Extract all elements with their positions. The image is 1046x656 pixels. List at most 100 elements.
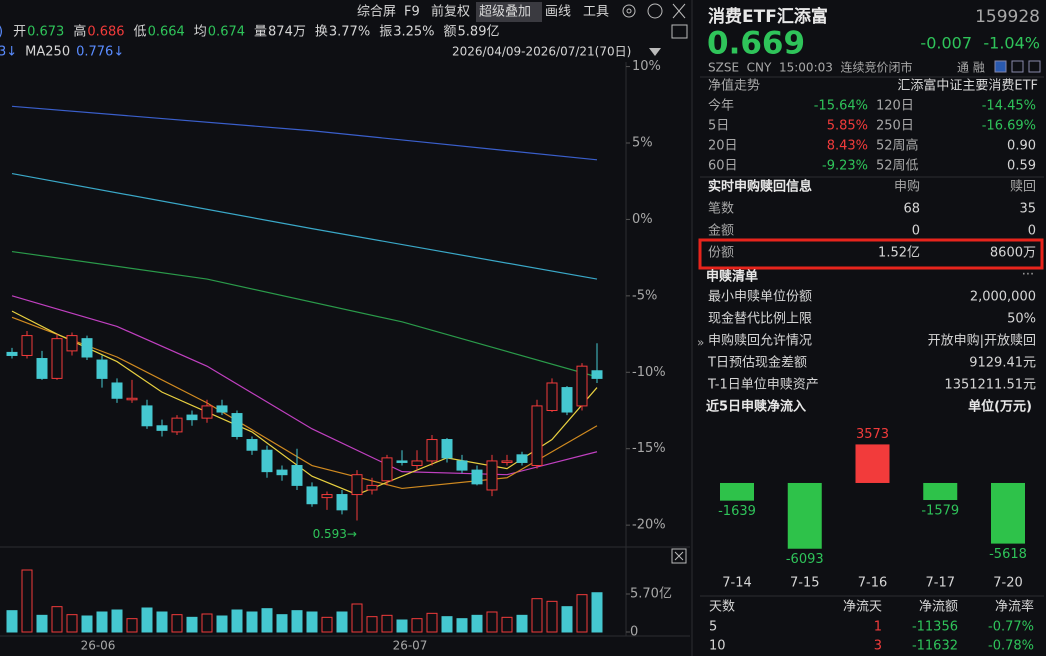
collapse-handle[interactable]: » — [697, 336, 704, 350]
volume-bar — [516, 614, 528, 633]
toolbar-button[interactable]: 超级叠加 — [479, 5, 531, 20]
candle-body — [471, 469, 483, 485]
volume-bar — [156, 611, 168, 633]
y-tick-label: 5.70亿 — [630, 587, 672, 602]
row-label: 笔数 — [708, 201, 734, 217]
row-value: 8.43% — [827, 139, 868, 154]
pane-close-box[interactable] — [671, 548, 687, 564]
toolbar-button[interactable]: 画线 — [545, 5, 571, 20]
wp-icon[interactable] — [671, 24, 688, 39]
row-value: 1.52亿 — [878, 246, 920, 261]
quote-label: 均 — [194, 25, 207, 40]
volume-bar — [441, 616, 453, 633]
table-cell: 10 — [709, 639, 726, 654]
candle-body — [576, 365, 588, 407]
value-label: -1579 — [921, 504, 959, 519]
volume-bar — [381, 614, 393, 633]
date-range[interactable]: 2026/04/09-2026/07/21(70日) — [452, 45, 631, 59]
x-tick-label: 26-07 — [393, 639, 428, 653]
row-value: 0 — [1028, 224, 1036, 239]
tool-icon[interactable] — [994, 60, 1007, 73]
volume-bar — [471, 614, 483, 633]
candle-body — [396, 460, 408, 463]
y-tick-label: 0 — [630, 625, 638, 640]
candle-body — [591, 370, 603, 379]
row-value: 50% — [1007, 312, 1036, 327]
volume-bar — [576, 594, 588, 633]
price-change-pct: -1.04% — [983, 34, 1040, 53]
candle-body — [171, 417, 183, 433]
volume-bar — [126, 618, 138, 633]
toolbar-button[interactable]: 综合屏 — [357, 5, 396, 20]
toolbar-button[interactable]: 工具 — [583, 5, 609, 20]
dropdown-icon[interactable] — [649, 48, 661, 56]
candle-body — [246, 439, 258, 451]
volume-bar — [501, 616, 513, 633]
candle-body — [276, 469, 288, 476]
low-annotation: 0.593→ — [313, 527, 357, 541]
quote-label: 量 — [254, 25, 267, 40]
candle-body — [486, 460, 498, 491]
volume-bar — [366, 616, 378, 633]
candle-body — [261, 449, 273, 473]
volume-bar — [411, 618, 423, 633]
x-tick-label: 7-20 — [993, 576, 1023, 591]
candle-body — [111, 382, 123, 399]
ma-line — [11, 105, 598, 161]
security-name: 消费ETF汇添富 — [708, 6, 828, 27]
volume-bar — [96, 611, 108, 633]
tool-icon[interactable] — [1011, 60, 1024, 73]
candle-body — [291, 465, 303, 486]
candle-body — [156, 425, 168, 431]
candle-body — [51, 338, 63, 379]
table-cell: 5 — [709, 620, 717, 635]
quote-value: 0.686 — [87, 25, 124, 40]
quote-value: 0.674 — [208, 25, 245, 40]
row-value: 1351211.51元 — [944, 378, 1036, 393]
section-title: 申赎清单 — [706, 269, 758, 285]
row-label: 52周高 — [876, 138, 919, 154]
volume-bar — [171, 614, 183, 633]
volume-bar — [351, 603, 363, 633]
volume-bar — [51, 606, 63, 633]
quote-label: 开 — [13, 25, 26, 40]
pane-close-icon[interactable] — [674, 551, 684, 561]
column-header: 净流天 — [843, 600, 882, 615]
y-tick-label: -5% — [632, 288, 657, 303]
candle-body — [366, 484, 378, 491]
value-label: -5618 — [989, 547, 1027, 562]
volume-bar — [201, 613, 213, 633]
row-label: 现金替代比例上限 — [708, 311, 812, 327]
value-label: -1639 — [718, 504, 756, 519]
row-value: 2,000,000 — [970, 290, 1036, 305]
quote-value: 3.77% — [329, 25, 370, 40]
row-value: 开放申购|开放赎回 — [928, 333, 1036, 349]
volume-bar — [546, 600, 558, 633]
y-tick-label: 10% — [632, 59, 661, 74]
quote-label: 换 — [315, 25, 328, 40]
volume-bar — [336, 611, 348, 633]
x-tick-label: 7-16 — [858, 576, 888, 591]
toolbar-button[interactable]: F9 — [404, 5, 420, 20]
toolbar-button[interactable]: 前复权 — [431, 4, 470, 20]
settings-icon-core — [626, 8, 632, 14]
candle-body — [306, 486, 318, 505]
highlight-box — [698, 238, 1044, 270]
settings-icon[interactable] — [622, 4, 636, 18]
y-tick-label: 0% — [632, 212, 653, 227]
volume-bar — [591, 592, 603, 633]
quote-value: 874万 — [268, 25, 306, 40]
candle-body — [6, 351, 18, 356]
tool-icon[interactable] — [1028, 60, 1041, 73]
volume-bar — [396, 619, 408, 633]
row-label: T-1日单位申赎资产 — [707, 378, 819, 393]
help-icon[interactable] — [647, 3, 663, 19]
price-change: -0.007 — [920, 34, 972, 53]
volume-bar — [276, 614, 288, 633]
x-tick-label: 7-17 — [925, 576, 955, 591]
close-icon[interactable] — [672, 3, 686, 19]
row-value: 9129.41元 — [969, 356, 1036, 371]
more-link[interactable]: ... — [1022, 264, 1034, 279]
table-cell: -0.77% — [988, 620, 1034, 635]
candle-body — [231, 413, 243, 437]
